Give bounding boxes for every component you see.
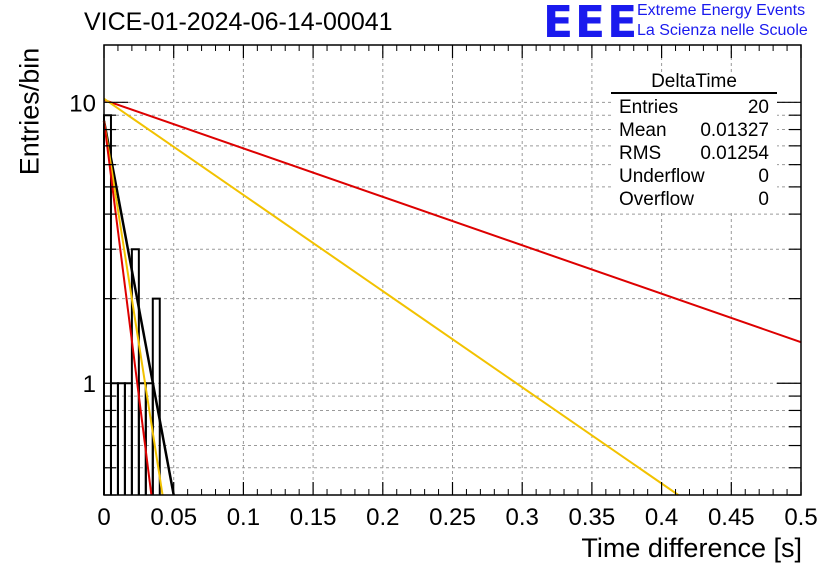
x-tick-label: 0.2	[366, 504, 399, 531]
x-axis-label: Time difference [s]	[581, 533, 802, 563]
fit-line	[102, 120, 175, 496]
stats-row-rms: RMS 0.01254	[611, 142, 777, 165]
fit-line	[103, 120, 164, 496]
stats-label: RMS	[619, 143, 662, 164]
fit-line	[103, 97, 679, 496]
stats-row-mean: Mean 0.01327	[611, 119, 777, 142]
stats-value: 0	[758, 189, 769, 210]
y-axis-ticks: 1 10	[69, 90, 801, 496]
stats-label: Entries	[619, 97, 679, 118]
x-axis-ticks: 0 0.05 0.1 0.15 0.2 0.25 0.3 0.35 0.4 0.45 0.5	[97, 45, 818, 531]
x-tick-label: 0.4	[645, 504, 678, 531]
x-tick-label: 0.05	[150, 504, 197, 531]
x-tick-label: 0.5	[784, 504, 817, 531]
x-tick-label: 0.35	[569, 504, 616, 531]
stats-value: 20	[747, 97, 769, 118]
y-tick-label: 10	[69, 90, 96, 117]
stats-label: Underflow	[619, 166, 705, 187]
fit-lines	[102, 97, 802, 496]
stats-value: 0	[758, 166, 769, 187]
y-tick-label: 1	[83, 371, 96, 398]
stats-row-overflow: Overflow 0	[611, 188, 777, 211]
x-tick-label: 0.25	[429, 504, 476, 531]
stats-box: DeltaTime Entries 20 Mean 0.01327 RMS 0.…	[611, 72, 777, 211]
chart-title: VICE-01-2024-06-14-00041	[84, 8, 393, 36]
x-tick-label: 0.15	[290, 504, 337, 531]
stats-value: 0.01327	[700, 120, 769, 141]
y-axis-label: Entries/bin	[14, 47, 45, 176]
stats-box-title: DeltaTime	[611, 72, 777, 94]
histogram-bar	[130, 248, 140, 495]
stats-row-underflow: Underflow 0	[611, 165, 777, 188]
logo-line-1: Extreme Energy Events	[637, 2, 806, 19]
x-tick-label: 0.3	[506, 504, 539, 531]
eee-logo: EEE	[543, 0, 640, 48]
x-tick-label: 0.45	[708, 504, 755, 531]
histogram-bar	[151, 297, 161, 495]
x-tick-label: 0	[97, 504, 110, 531]
fit-line	[103, 120, 153, 496]
stats-label: Overflow	[619, 189, 694, 210]
logo-line-2: La Scienza nelle Scuole	[637, 22, 808, 39]
stats-value: 0.01254	[700, 143, 769, 164]
x-tick-label: 0.1	[227, 504, 260, 531]
stats-label: Mean	[619, 120, 667, 141]
stats-row-entries: Entries 20	[611, 96, 777, 119]
fit-line	[103, 98, 802, 344]
